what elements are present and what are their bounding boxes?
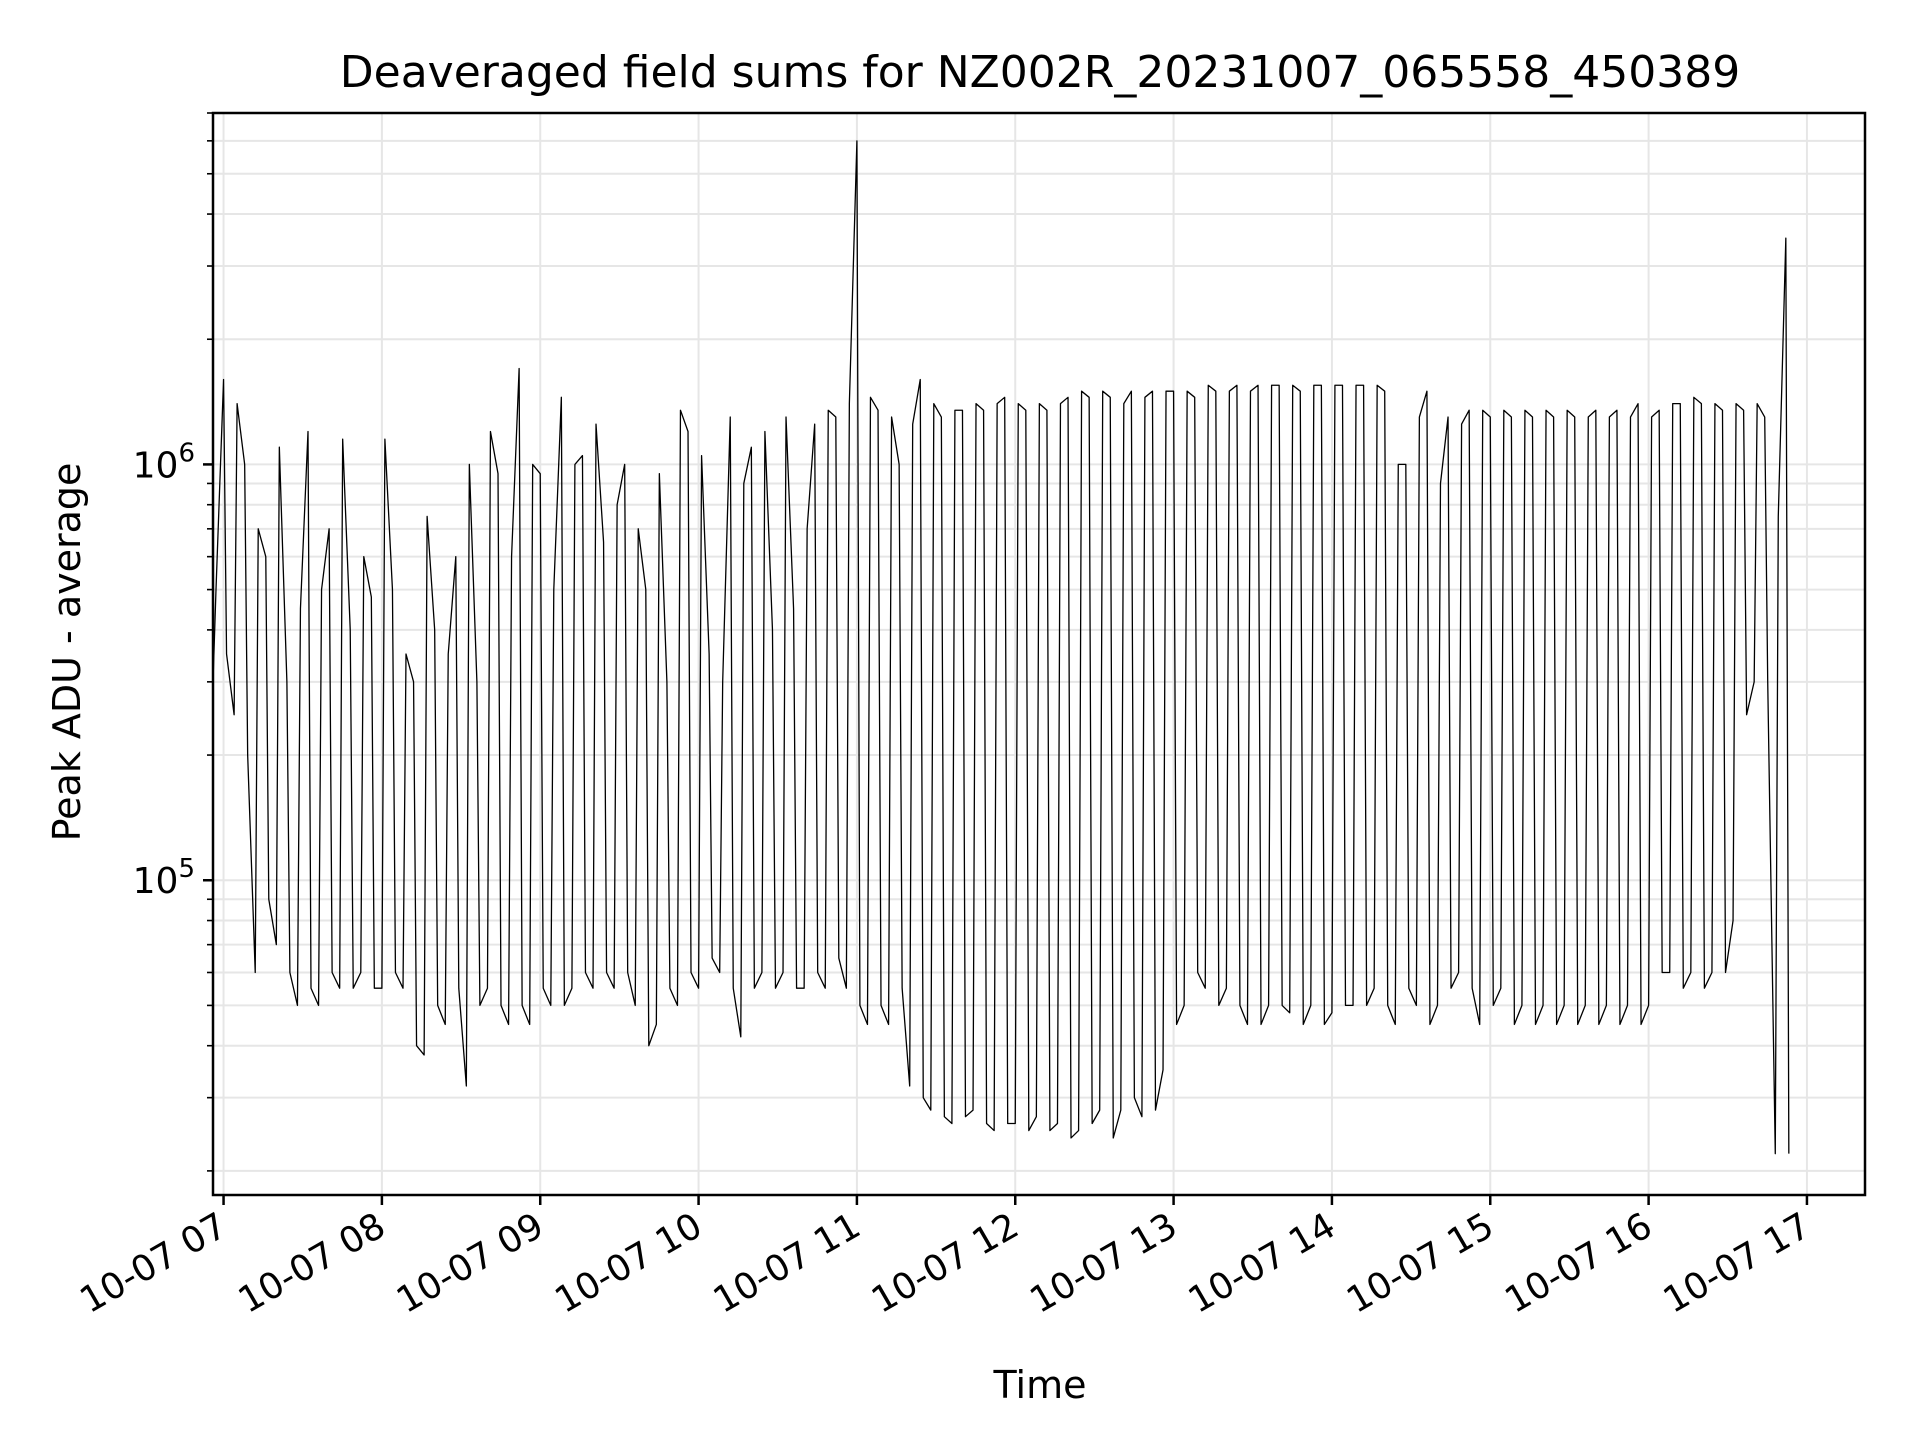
data-series — [212, 140, 1790, 1155]
y-axis: 105 106 — [133, 438, 213, 902]
plot-area-frame — [211, 111, 1867, 1197]
y-axis-label: Peak ADU - average — [45, 463, 89, 842]
y-axis-minor-ticks — [207, 112, 213, 1172]
y-tick-label: 106 — [133, 438, 195, 486]
y-tick-label: 105 — [133, 854, 195, 902]
series-line — [212, 140, 1790, 1155]
x-axis-label: Time — [993, 1363, 1087, 1407]
chart-title: Deaveraged field sums for NZ002R_2023100… — [340, 47, 1740, 98]
